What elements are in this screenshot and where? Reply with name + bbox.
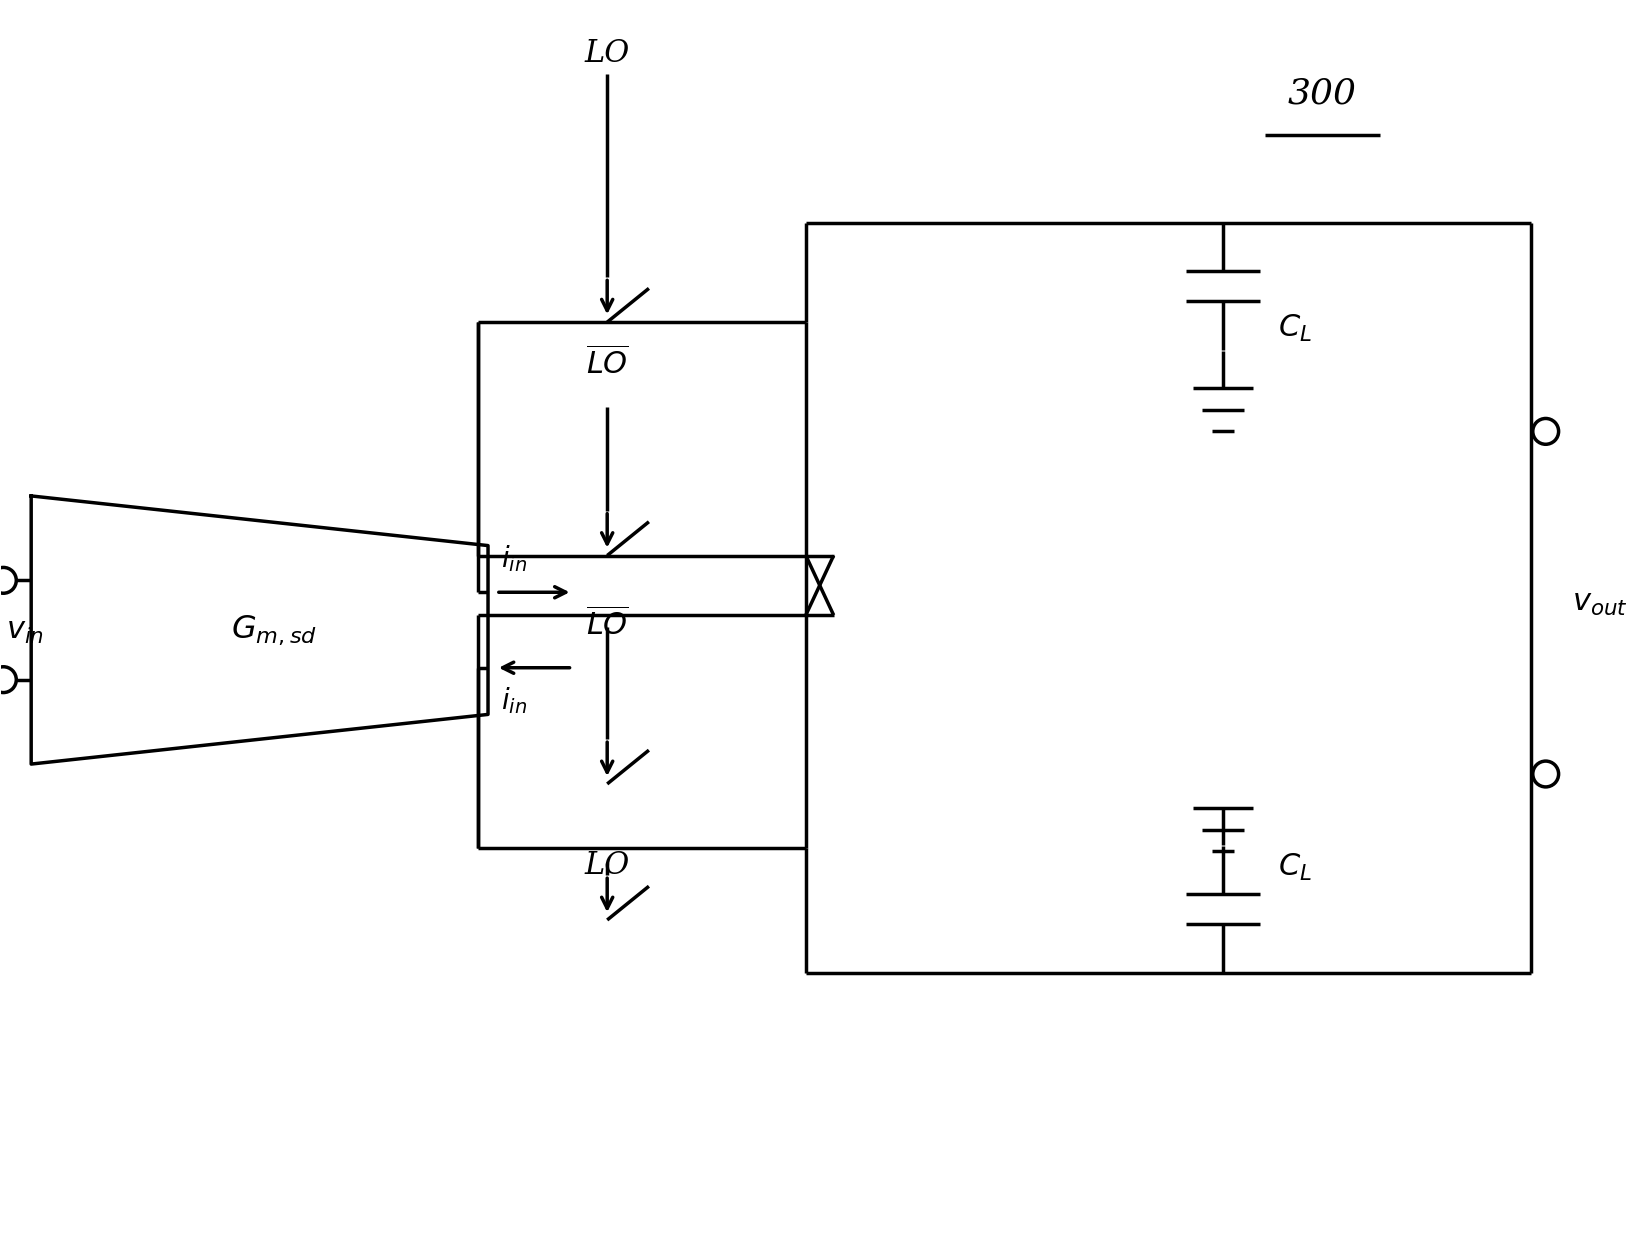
Text: $i_{in}$: $i_{in}$ bbox=[501, 685, 527, 717]
Text: $G_{m,sd}$: $G_{m,sd}$ bbox=[231, 614, 318, 646]
Text: LO: LO bbox=[584, 38, 630, 69]
Text: $i_{in}$: $i_{in}$ bbox=[501, 543, 527, 575]
Text: $\overline{LO}$: $\overline{LO}$ bbox=[586, 609, 629, 643]
Text: LO: LO bbox=[584, 850, 630, 881]
Text: $v_{in}$: $v_{in}$ bbox=[7, 615, 44, 645]
Text: $v_{out}$: $v_{out}$ bbox=[1572, 587, 1627, 619]
Text: $C_L$: $C_L$ bbox=[1278, 312, 1311, 344]
Text: $C_L$: $C_L$ bbox=[1278, 852, 1311, 883]
Text: 300: 300 bbox=[1288, 77, 1357, 111]
Text: $\overline{LO}$: $\overline{LO}$ bbox=[586, 348, 629, 382]
